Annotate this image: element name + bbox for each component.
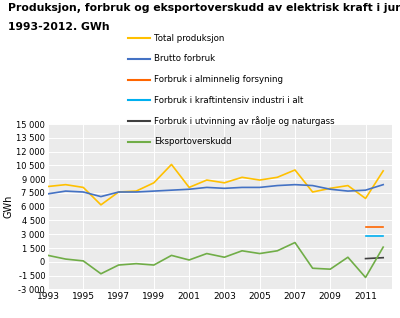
Text: Forbruk i utvinning av råolje og naturgass: Forbruk i utvinning av råolje og naturga… bbox=[154, 116, 335, 126]
Y-axis label: GWh: GWh bbox=[4, 195, 14, 218]
Text: Forbruk i kraftintensiv industri i alt: Forbruk i kraftintensiv industri i alt bbox=[154, 96, 303, 105]
Text: Forbruk i alminnelig forsyning: Forbruk i alminnelig forsyning bbox=[154, 75, 283, 84]
Text: Total produksjon: Total produksjon bbox=[154, 34, 224, 43]
Text: 1993-2012. GWh: 1993-2012. GWh bbox=[8, 22, 110, 32]
Text: Eksportoverskudd: Eksportoverskudd bbox=[154, 137, 232, 146]
Text: Brutto forbruk: Brutto forbruk bbox=[154, 54, 215, 63]
Text: Produksjon, forbruk og eksportoverskudd av elektrisk kraft i juni.: Produksjon, forbruk og eksportoverskudd … bbox=[8, 3, 400, 13]
